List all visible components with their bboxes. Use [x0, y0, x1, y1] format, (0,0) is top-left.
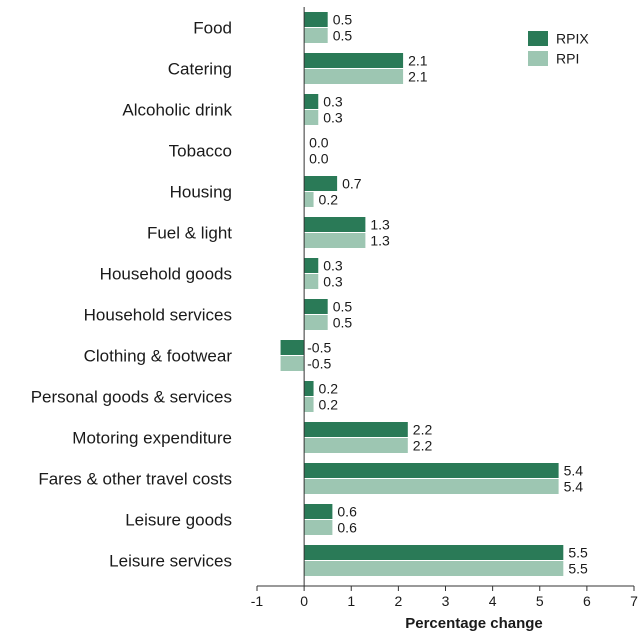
data-label: 0.0 [309, 135, 329, 151]
bar-rpix [304, 258, 319, 273]
category-label: Fares & other travel costs [38, 470, 232, 489]
bar-rpi [304, 315, 328, 330]
bar-rpi [304, 397, 314, 412]
bar-rpi [304, 28, 328, 43]
x-tick-label: 0 [300, 593, 308, 609]
data-label: 2.1 [408, 69, 428, 85]
category-label: Household services [84, 306, 232, 325]
bar-rpi [304, 520, 333, 535]
data-label: 2.2 [413, 438, 433, 454]
bar-rpix [304, 463, 559, 478]
bar-rpix [304, 545, 564, 560]
category-label: Household goods [100, 265, 232, 284]
data-label: 0.5 [333, 28, 353, 44]
category-labels: Food Catering Alcoholic drink Tobacco Housin… [31, 19, 233, 571]
category-label: Fuel & light [147, 224, 232, 243]
bar-rpix [304, 381, 314, 396]
axes-layer: -1 0 1 2 3 4 5 6 7 [251, 7, 638, 609]
bar-rpix [304, 504, 333, 519]
bar-rpix [304, 12, 328, 27]
bar-rpi [304, 233, 366, 248]
data-label: 5.5 [568, 545, 588, 561]
bar-rpi [304, 69, 404, 84]
data-label: 0.3 [323, 274, 343, 290]
legend-swatch-rpi [528, 51, 548, 66]
x-tick-label: 7 [630, 593, 638, 609]
bar-rpi [304, 274, 319, 289]
x-tick-label: 3 [442, 593, 450, 609]
data-label: 1.3 [370, 217, 390, 233]
data-label: 1.3 [370, 233, 390, 249]
legend: RPIX RPI [528, 31, 589, 67]
x-tick-label: 2 [394, 593, 402, 609]
data-label: 0.2 [319, 381, 339, 397]
data-label: 0.7 [342, 176, 362, 192]
data-label: 0.5 [333, 12, 353, 28]
bar-rpix [304, 94, 319, 109]
category-label: Clothing & footwear [84, 347, 233, 366]
bar-rpix [304, 422, 408, 437]
data-label: 0.5 [333, 299, 353, 315]
bar-rpix [304, 176, 338, 191]
bar-rpi [304, 438, 408, 453]
legend-swatch-rpix [528, 31, 548, 46]
x-axis-title: Percentage change [405, 615, 543, 632]
legend-label: RPI [556, 51, 579, 67]
data-label: 0.3 [323, 94, 343, 110]
x-tick-label: 5 [536, 593, 544, 609]
data-label: 5.4 [564, 479, 584, 495]
category-label: Tobacco [169, 142, 232, 161]
data-label: 0.3 [323, 110, 343, 126]
category-label: Food [193, 19, 232, 38]
bars-layer [280, 12, 564, 576]
bar-rpi [304, 192, 314, 207]
data-label: 0.2 [319, 397, 339, 413]
data-label: 0.3 [323, 258, 343, 274]
x-tick-label: -1 [251, 593, 264, 609]
data-label: 0.0 [309, 151, 329, 167]
data-label: 0.5 [333, 315, 353, 331]
x-tick-label: 6 [583, 593, 591, 609]
bar-rpi [304, 561, 564, 576]
category-label: Personal goods & services [31, 388, 232, 407]
category-label: Housing [170, 183, 232, 202]
bar-rpi [304, 479, 559, 494]
bar-rpi [280, 356, 305, 371]
category-label: Catering [168, 60, 232, 79]
category-label: Leisure goods [125, 511, 232, 530]
data-label: 2.1 [408, 53, 428, 69]
value-labels: 0.50.52.12.10.30.30.00.00.70.21.31.30.30… [307, 12, 588, 577]
bar-rpix [304, 217, 366, 232]
category-label: Motoring expenditure [72, 429, 232, 448]
data-label: -0.5 [307, 356, 331, 372]
data-label: 0.6 [337, 504, 357, 520]
data-label: -0.5 [307, 340, 331, 356]
bar-rpix [304, 299, 328, 314]
category-label: Leisure services [109, 552, 232, 571]
bar-rpix [304, 53, 404, 68]
legend-label: RPIX [556, 31, 589, 47]
x-tick-label: 4 [489, 593, 497, 609]
data-label: 0.2 [319, 192, 339, 208]
bar-rpi [304, 110, 319, 125]
bar-rpix [280, 340, 305, 355]
data-label: 5.4 [564, 463, 584, 479]
data-label: 5.5 [568, 561, 588, 577]
data-label: 0.6 [337, 520, 357, 536]
x-tick-label: 1 [347, 593, 355, 609]
data-label: 2.2 [413, 422, 433, 438]
category-label: Alcoholic drink [122, 101, 232, 120]
